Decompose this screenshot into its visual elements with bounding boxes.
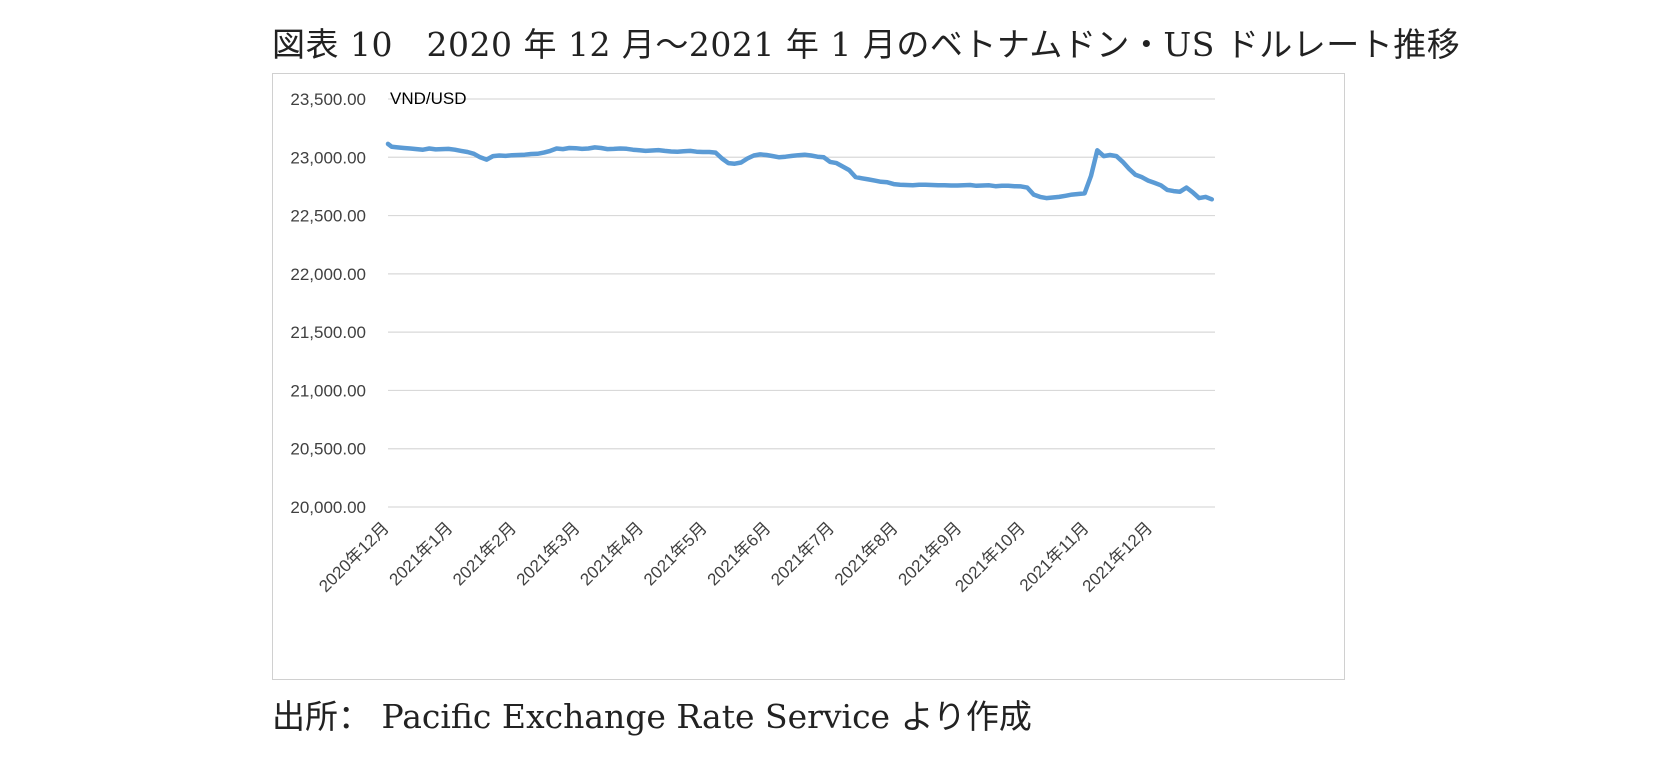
y-tick-label: 21,000.00 (290, 381, 366, 400)
x-axis-ticks: 2020年12月2021年1月2021年2月2021年3月2021年4月2021… (315, 518, 1156, 596)
x-tick-label: 2021年8月 (831, 518, 902, 589)
y-tick-label: 20,000.00 (290, 498, 366, 517)
x-tick-label: 2021年5月 (640, 518, 711, 589)
y-axis-ticks: 23,500.00 23,000.00 22,500.00 22,000.00 21,5… (290, 90, 366, 517)
series-line-vnd-usd (385, 141, 1215, 202)
y-tick-label: 23,000.00 (290, 148, 366, 167)
y-tick-label: 22,000.00 (290, 265, 366, 284)
figure-source: 出所： Pacific Exchange Rate Service より作成 (272, 697, 1032, 736)
x-tick-label: 2021年7月 (767, 518, 838, 589)
y-unit-label: VND/USD (390, 89, 467, 108)
line-chart: 23,500.00 23,000.00 22,500.00 22,000.00 21,5… (290, 89, 1215, 596)
y-tick-label: 20,500.00 (290, 440, 366, 459)
chart-area: 23,500.00 23,000.00 22,500.00 22,000.00 21,5… (272, 73, 1345, 680)
x-tick-label: 2021年2月 (449, 518, 520, 589)
x-tick-label: 2021年1月 (386, 518, 457, 589)
gridlines (388, 98, 1215, 508)
x-tick-label: 2021年6月 (704, 518, 775, 589)
x-tick-label: 2021年3月 (513, 518, 584, 589)
y-tick-label: 22,500.00 (290, 207, 366, 226)
figure-title: 図表 10 2020 年 12 月～2021 年 1 月のベトナムドン・US ド… (272, 25, 1461, 64)
y-tick-label: 23,500.00 (290, 90, 366, 109)
x-tick-label: 2020年12月 (315, 518, 393, 596)
y-tick-label: 21,500.00 (290, 323, 366, 342)
x-tick-label: 2021年4月 (576, 518, 647, 589)
